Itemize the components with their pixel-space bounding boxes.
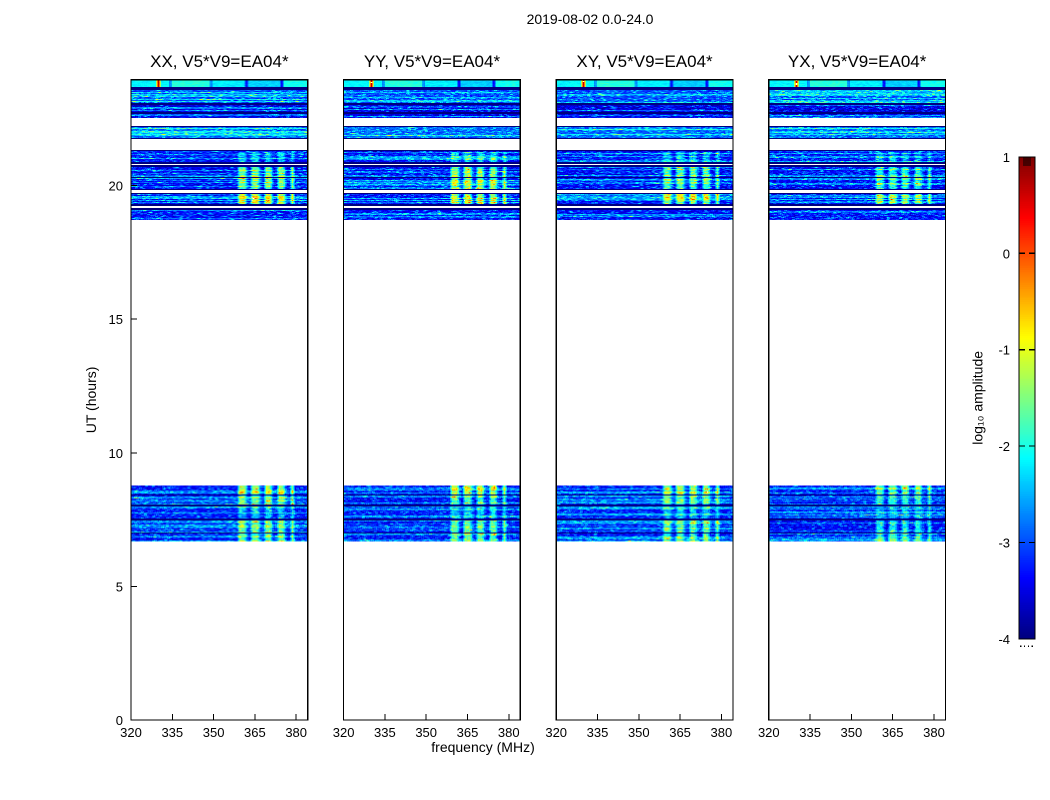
svg-text:350: 350 — [628, 725, 650, 740]
svg-text:380: 380 — [285, 725, 307, 740]
svg-text:350: 350 — [203, 725, 225, 740]
svg-text:380: 380 — [498, 725, 520, 740]
svg-text:5: 5 — [116, 579, 123, 594]
svg-text:350: 350 — [841, 725, 863, 740]
svg-text:XY, V5*V9=EA04*: XY, V5*V9=EA04* — [576, 52, 713, 71]
svg-text:0: 0 — [116, 713, 123, 728]
svg-text:20: 20 — [109, 179, 123, 194]
svg-text:YX, V5*V9=EA04*: YX, V5*V9=EA04* — [788, 52, 927, 71]
svg-text:335: 335 — [587, 725, 609, 740]
svg-text:335: 335 — [374, 725, 396, 740]
svg-text:-3: -3 — [998, 535, 1010, 550]
svg-text:320: 320 — [758, 725, 780, 740]
svg-text:YY, V5*V9=EA04*: YY, V5*V9=EA04* — [364, 52, 501, 71]
svg-text:365: 365 — [244, 725, 266, 740]
svg-text:320: 320 — [545, 725, 567, 740]
svg-text:335: 335 — [161, 725, 183, 740]
svg-text:-4: -4 — [998, 632, 1010, 647]
svg-text:320: 320 — [333, 725, 355, 740]
svg-text:XX, V5*V9=EA04*: XX, V5*V9=EA04* — [150, 52, 289, 71]
svg-text:15: 15 — [109, 312, 123, 327]
svg-text:380: 380 — [711, 725, 733, 740]
svg-text:-2: -2 — [998, 439, 1010, 454]
svg-text:0: 0 — [1003, 246, 1010, 261]
svg-text:-1: -1 — [998, 343, 1010, 358]
svg-text:1: 1 — [1003, 150, 1010, 165]
svg-text:365: 365 — [457, 725, 479, 740]
svg-text:350: 350 — [415, 725, 437, 740]
svg-text:335: 335 — [799, 725, 821, 740]
svg-text:380: 380 — [923, 725, 945, 740]
svg-text:frequency (MHz): frequency (MHz) — [431, 739, 534, 755]
svg-text:log₁₀ amplitude: log₁₀ amplitude — [970, 351, 986, 445]
svg-text:10: 10 — [109, 446, 123, 461]
svg-text:365: 365 — [882, 725, 904, 740]
svg-text:UT (hours): UT (hours) — [83, 367, 99, 434]
svg-text:365: 365 — [669, 725, 691, 740]
svg-text:2019-08-02 0.0-24.0: 2019-08-02 0.0-24.0 — [527, 11, 654, 27]
svg-text:320: 320 — [120, 725, 142, 740]
